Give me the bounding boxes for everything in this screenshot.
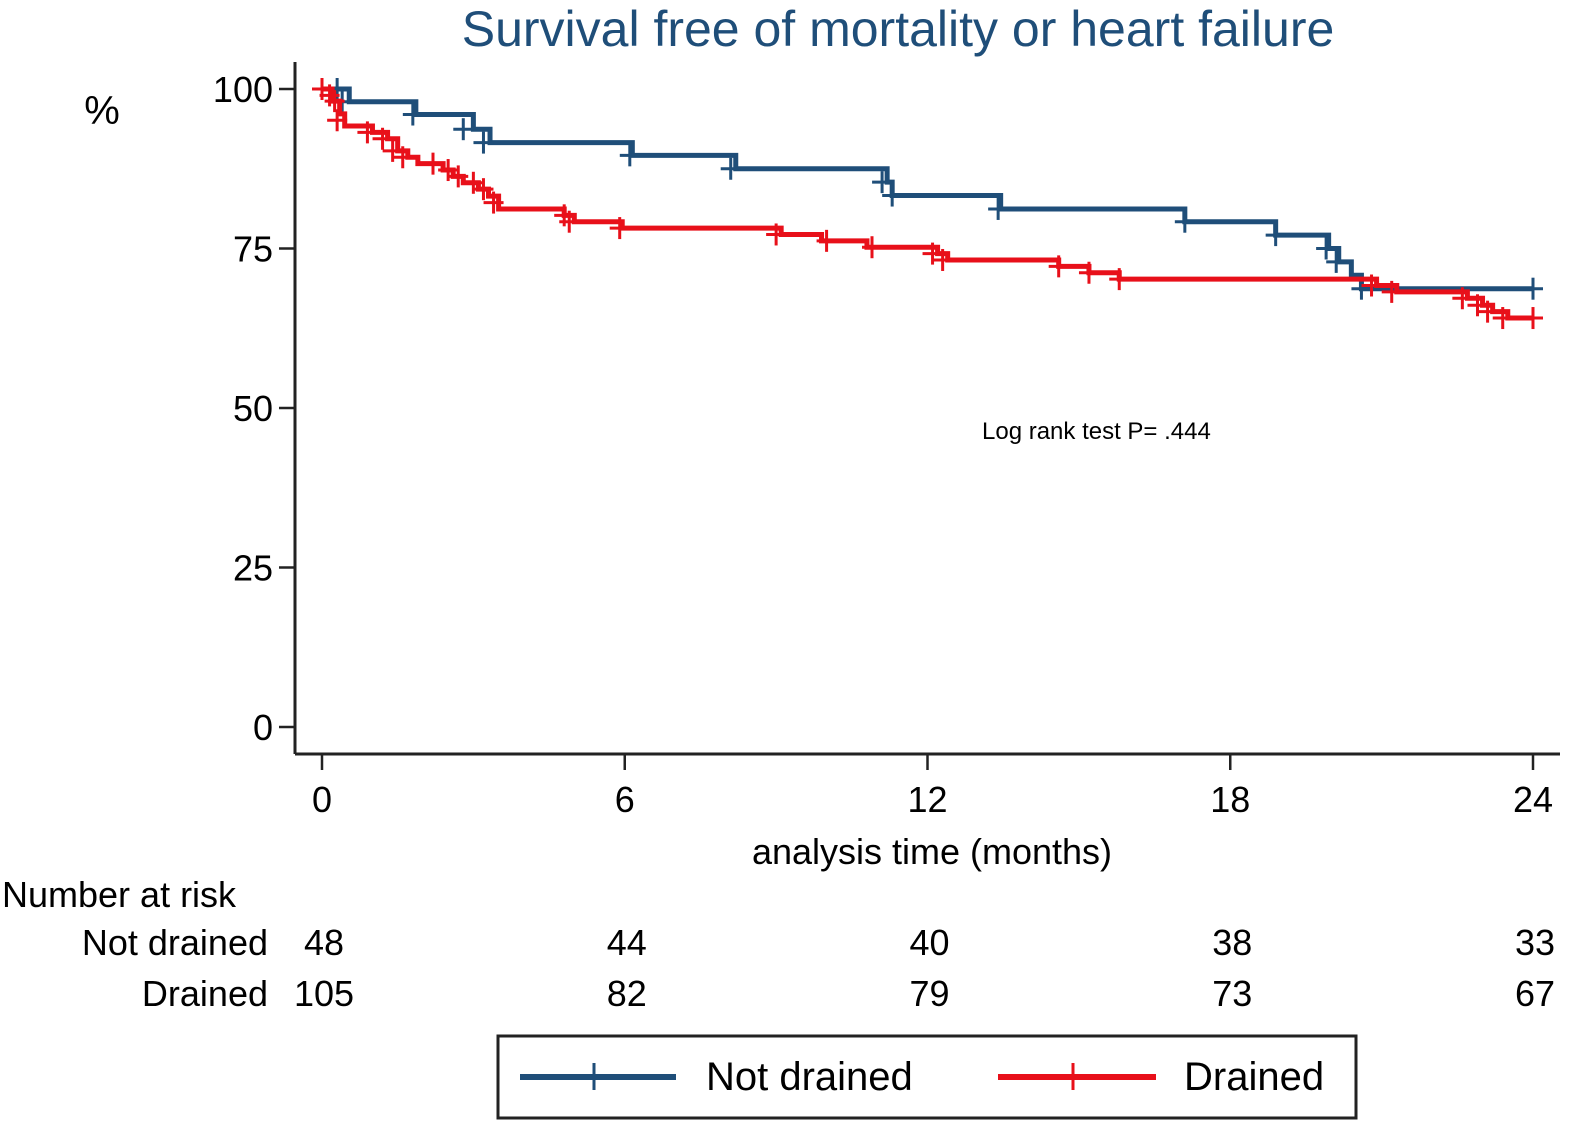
censor-mark bbox=[1316, 237, 1337, 260]
censor-mark bbox=[453, 118, 474, 141]
log-rank-annotation: Log rank test P= .444 bbox=[982, 418, 1211, 445]
km-curve-drained bbox=[322, 86, 1533, 321]
censor-mark bbox=[1477, 300, 1498, 323]
censor-mark bbox=[1326, 250, 1347, 273]
risk-value: 73 bbox=[1212, 973, 1252, 1014]
censor-mark bbox=[1467, 294, 1488, 317]
censor-mark bbox=[392, 146, 413, 169]
y-axis-label: % bbox=[84, 89, 120, 133]
risk-value: 33 bbox=[1515, 922, 1555, 963]
legend: Not drained Drained bbox=[496, 1034, 1358, 1120]
risk-row-label-drained: Drained bbox=[142, 973, 268, 1014]
x-tick-label: 18 bbox=[1210, 779, 1250, 820]
risk-value: 38 bbox=[1212, 922, 1252, 963]
legend-label-not-drained: Not drained bbox=[706, 1055, 913, 1099]
y-tick-label: 0 bbox=[253, 707, 273, 748]
censor-mark bbox=[922, 242, 943, 265]
censor-mark bbox=[1109, 268, 1130, 291]
risk-value: 67 bbox=[1515, 973, 1555, 1014]
km-curve-not-drained bbox=[322, 86, 1533, 292]
censor-mark bbox=[1523, 277, 1543, 300]
censor-mark bbox=[1381, 280, 1402, 303]
censor-mark bbox=[448, 165, 469, 188]
censor-mark bbox=[438, 159, 459, 182]
censor-mark bbox=[988, 197, 1009, 220]
censor-mark bbox=[1265, 224, 1286, 247]
censor-mark bbox=[324, 90, 345, 113]
risk-table: Number at risk Not drained Drained 48 44 4… bbox=[2, 874, 1555, 1014]
censor-mark bbox=[1492, 307, 1513, 330]
x-tick-label: 0 bbox=[312, 779, 332, 820]
censor-mark bbox=[720, 157, 741, 180]
y-tick-label: 25 bbox=[233, 548, 273, 589]
censor-mark bbox=[473, 178, 494, 201]
risk-value: 79 bbox=[909, 973, 949, 1014]
axes bbox=[293, 62, 1560, 756]
censor-mark bbox=[327, 109, 348, 132]
censor-mark bbox=[609, 217, 630, 240]
y-tick-label: 50 bbox=[233, 388, 273, 429]
x-tick-label: 6 bbox=[615, 779, 635, 820]
risk-value: 44 bbox=[607, 922, 647, 963]
risk-values: 48 44 40 38 33 105 82 79 73 67 bbox=[294, 922, 1555, 1014]
series-layer bbox=[312, 78, 1543, 330]
y-tick-label: 100 bbox=[213, 69, 273, 110]
x-ticks: 0 6 12 18 24 bbox=[312, 754, 1553, 820]
censor-mark bbox=[559, 210, 580, 233]
censor-mark bbox=[1523, 307, 1543, 330]
censor-mark bbox=[1361, 274, 1382, 297]
censor-mark bbox=[766, 223, 787, 246]
risk-value: 40 bbox=[909, 922, 949, 963]
censor-mark bbox=[872, 171, 893, 194]
censor-mark bbox=[382, 139, 403, 162]
censor-mark bbox=[619, 144, 640, 167]
censor-mark bbox=[473, 131, 494, 154]
censor-mark bbox=[319, 84, 340, 107]
censor-mark bbox=[1048, 255, 1069, 278]
series-not-drained bbox=[322, 78, 1543, 300]
series-drained bbox=[312, 78, 1543, 330]
censor-mark bbox=[463, 171, 484, 194]
censor-mark bbox=[932, 248, 953, 271]
risk-value: 105 bbox=[294, 973, 354, 1014]
censor-mark bbox=[816, 229, 837, 252]
risk-value: 82 bbox=[607, 973, 647, 1014]
censor-mark bbox=[372, 127, 393, 150]
chart-title: Survival free of mortality or heart fail… bbox=[462, 1, 1335, 57]
censor-mark bbox=[483, 191, 504, 214]
x-tick-label: 12 bbox=[907, 779, 947, 820]
censor-mark bbox=[1452, 287, 1473, 310]
y-ticks: 0 25 50 75 100 bbox=[213, 69, 295, 748]
censor-mark bbox=[402, 103, 423, 126]
x-axis-label: analysis time (months) bbox=[752, 831, 1112, 872]
legend-label-drained: Drained bbox=[1184, 1055, 1324, 1099]
censor-mark bbox=[861, 236, 882, 259]
censor-mark bbox=[357, 121, 378, 144]
y-tick-label: 75 bbox=[233, 229, 273, 270]
censor-mark bbox=[882, 184, 903, 207]
x-tick-label: 24 bbox=[1513, 779, 1553, 820]
censor-mark bbox=[423, 152, 444, 175]
censor-mark bbox=[1174, 210, 1195, 233]
risk-table-title: Number at risk bbox=[2, 874, 237, 915]
risk-value: 48 bbox=[304, 922, 344, 963]
censor-mark bbox=[1078, 261, 1099, 284]
risk-row-label-not-drained: Not drained bbox=[82, 922, 268, 963]
